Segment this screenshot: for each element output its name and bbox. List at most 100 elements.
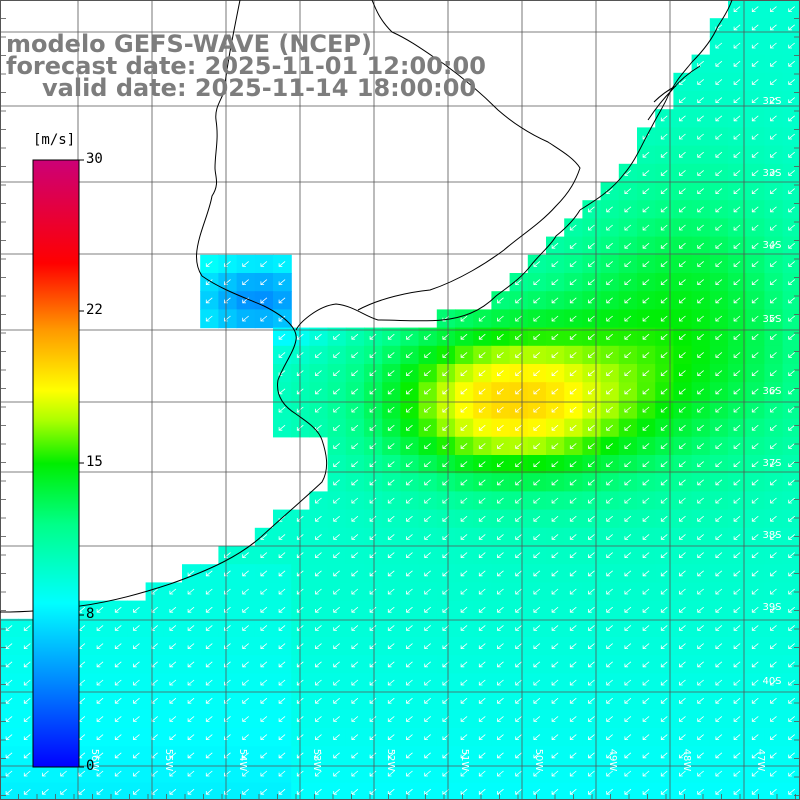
- wind-arrow: [642, 643, 650, 649]
- wind-arrow-head: [715, 445, 720, 449]
- wind-arrow: [424, 661, 431, 668]
- wind-arrow-head: [315, 609, 319, 613]
- wind-arrow: [624, 515, 632, 522]
- wind-arrow: [351, 570, 359, 577]
- wind-arrow: [460, 497, 468, 504]
- wind-arrow: [661, 697, 668, 704]
- wind-cell: [691, 509, 711, 529]
- wind-arrow: [715, 570, 723, 577]
- wind-arrow-head: [424, 627, 428, 631]
- wind-cell: [382, 691, 401, 711]
- wind-cell: [746, 345, 765, 365]
- wind-arrow: [187, 697, 195, 704]
- wind-cell: [364, 637, 383, 656]
- colorbar-tick-8: 8: [86, 606, 95, 622]
- wind-arrow-head: [588, 663, 592, 668]
- wind-cell: [364, 600, 383, 620]
- wind-cell: [327, 546, 347, 565]
- wind-arrow-head: [133, 627, 137, 631]
- wind-arrow: [278, 716, 286, 722]
- wind-arrow-head: [770, 263, 774, 267]
- wind-cell: [163, 746, 183, 765]
- wind-arrow: [351, 734, 359, 740]
- wind-arrow-head: [278, 408, 283, 413]
- wind-arrow-head: [406, 554, 410, 558]
- wind-arrow-head: [424, 336, 428, 340]
- wind-cell: [382, 455, 401, 474]
- wind-cell: [163, 764, 183, 784]
- wind-cell: [746, 72, 765, 92]
- wind-cell: [728, 0, 747, 19]
- wind-arrow-head: [387, 663, 392, 668]
- wind-arrow: [96, 661, 104, 668]
- wind-arrow-head: [751, 609, 756, 613]
- wind-arrow: [733, 461, 741, 467]
- wind-arrow: [460, 515, 468, 522]
- wind-cell: [509, 746, 529, 765]
- wind-arrow: [333, 788, 340, 795]
- wind-arrow-head: [697, 499, 701, 504]
- wind-cell: [382, 709, 401, 729]
- wind-arrow-head: [642, 154, 647, 158]
- wind-arrow-head: [497, 336, 501, 340]
- wind-cell: [709, 91, 729, 110]
- wind-cell: [163, 673, 183, 693]
- wind-arrow: [388, 570, 395, 577]
- wind-arrow-head: [369, 554, 374, 558]
- wind-arrow-head: [733, 63, 738, 67]
- wind-arrow-head: [660, 263, 665, 267]
- wind-cell: [709, 54, 729, 74]
- wind-arrow-head: [406, 336, 410, 340]
- wind-arrow-head: [679, 208, 683, 213]
- wind-arrow-head: [387, 590, 392, 595]
- wind-arrow-head: [642, 645, 647, 649]
- wind-cell: [400, 582, 420, 602]
- wind-cell: [345, 637, 365, 656]
- wind-arrow: [788, 679, 795, 686]
- wind-cell: [728, 746, 747, 765]
- wind-cell: [546, 709, 565, 729]
- wind-arrow: [187, 625, 195, 631]
- wind-cell: [764, 109, 784, 128]
- wind-cell: [582, 728, 602, 747]
- wind-arrow-head: [733, 772, 738, 777]
- wind-arrow: [733, 97, 741, 103]
- wind-arrow-head: [569, 572, 574, 577]
- wind-arrow-head: [715, 645, 720, 649]
- wind-arrow: [588, 661, 595, 668]
- wind-arrow: [661, 479, 668, 486]
- wind-arrow-head: [478, 463, 483, 468]
- wind-arrow-head: [569, 754, 574, 759]
- wind-arrow-head: [424, 390, 428, 395]
- wind-arrow: [388, 625, 395, 631]
- wind-cell: [709, 254, 729, 274]
- wind-cell: [218, 582, 238, 602]
- wind-arrow-head: [497, 681, 501, 686]
- wind-cell: [673, 364, 693, 383]
- wind-arrow: [715, 424, 723, 431]
- wind-arrow: [642, 588, 650, 595]
- wind-arrow-head: [660, 154, 665, 158]
- wind-arrow: [606, 679, 613, 686]
- wind-arrow-head: [497, 408, 501, 413]
- wind-cell: [455, 309, 474, 329]
- wind-arrow: [533, 261, 541, 267]
- wind-arrow: [369, 643, 377, 649]
- wind-arrow: [679, 388, 686, 395]
- wind-arrow-head: [715, 609, 720, 613]
- wind-arrow-head: [278, 590, 283, 595]
- wind-cell: [291, 600, 310, 620]
- wind-cell: [637, 600, 656, 620]
- wind-cell: [637, 382, 656, 401]
- wind-arrow-head: [78, 791, 83, 795]
- wind-arrow: [588, 734, 595, 740]
- wind-arrow: [479, 625, 486, 631]
- wind-cell: [546, 764, 565, 784]
- wind-arrow-head: [333, 754, 337, 759]
- wind-arrow: [733, 515, 741, 522]
- wind-arrow-head: [588, 791, 592, 795]
- wind-cell: [436, 709, 456, 729]
- wind-arrow-head: [770, 245, 774, 249]
- wind-arrow: [570, 643, 577, 649]
- wind-cell: [309, 491, 329, 511]
